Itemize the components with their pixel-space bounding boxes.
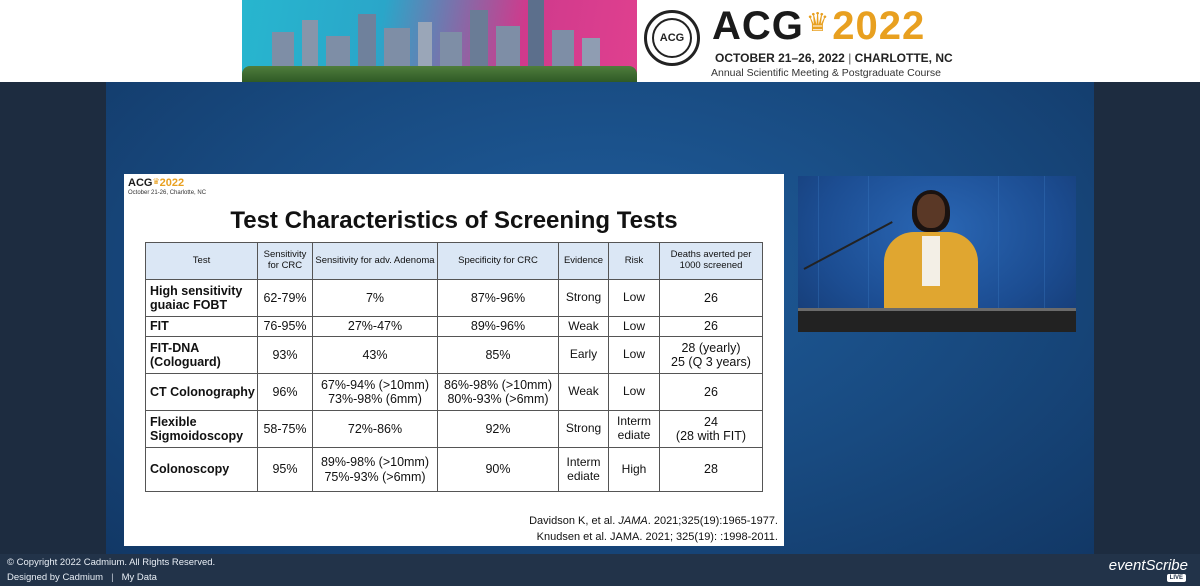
- column-header: Sensitivity for CRC: [257, 242, 313, 280]
- citation-davidson: Davidson K, et al. JAMA. 2021;325(19):19…: [529, 515, 778, 527]
- deaths-averted-cell: 24 (28 with FIT): [659, 410, 763, 448]
- conference-dates: OCTOBER 21–26, 2022 | CHARLOTTE, NC: [715, 51, 953, 65]
- deaths-averted-cell: 26: [659, 279, 763, 317]
- speaker-video: [798, 176, 1076, 332]
- acg-banner: ACG ACG♛2022 OCTOBER 21–26, 2022 | CHARL…: [242, 0, 962, 82]
- sensitivity-adenoma-cell: 7%: [312, 279, 438, 317]
- table-row: FIT 76-95% 27%-47% 89%-96% Weak Low 26: [145, 316, 763, 337]
- test-name-cell: High sensitivity guaiac FOBT: [145, 279, 258, 317]
- acg-2022-logo: ACG♛2022: [712, 4, 926, 48]
- screening-tests-table: Test Sensitivity for CRC Sensitivity for…: [145, 242, 763, 492]
- evidence-cell: Interm ediate: [558, 447, 609, 492]
- live-badge: LIVE: [1166, 574, 1186, 582]
- test-name-cell: Flexible Sigmoidoscopy: [145, 410, 258, 448]
- risk-cell: High: [608, 447, 660, 492]
- evidence-cell: Strong: [558, 279, 609, 317]
- crown-icon: ♛: [805, 7, 831, 37]
- sensitivity-adenoma-cell: 43%: [312, 336, 438, 374]
- test-name-cell: FIT-DNA (Cologuard): [145, 336, 258, 374]
- slide-logo-subtitle: October 21-26, Charlotte, NC: [128, 190, 207, 196]
- page-footer: © Copyright 2022 Cadmium. All Rights Res…: [0, 554, 1200, 586]
- specificity-crc-cell: 86%-98% (>10mm) 80%-93% (>6mm): [437, 373, 559, 411]
- table-row: Colonoscopy 95% 89%-98% (>10mm) 75%-93% (…: [145, 447, 763, 492]
- specificity-crc-cell: 90%: [437, 447, 559, 492]
- table-row: High sensitivity guaiac FOBT 62-79% 7% 8…: [145, 279, 763, 317]
- column-header: Specificity for CRC: [437, 242, 559, 280]
- evidence-cell: Weak: [558, 373, 609, 411]
- acg-seal-icon: ACG: [644, 10, 700, 66]
- deaths-averted-cell: 28 (yearly) 25 (Q 3 years): [659, 336, 763, 374]
- evidence-cell: Weak: [558, 316, 609, 337]
- slide-acg-logo: ACG♛2022: [128, 177, 185, 189]
- evidence-cell: Early: [558, 336, 609, 374]
- risk-cell: Low: [608, 279, 660, 317]
- column-header: Deaths averted per 1000 screened: [659, 242, 763, 280]
- conference-header: ACG ACG♛2022 OCTOBER 21–26, 2022 | CHARL…: [0, 0, 1200, 82]
- deaths-averted-cell: 26: [659, 373, 763, 411]
- specificity-crc-cell: 85%: [437, 336, 559, 374]
- sensitivity-crc-cell: 76-95%: [257, 316, 313, 337]
- test-name-cell: CT Colonography: [145, 373, 258, 411]
- sensitivity-adenoma-cell: 72%-86%: [312, 410, 438, 448]
- slide-crown-icon: ♛: [152, 177, 160, 186]
- specificity-crc-cell: 87%-96%: [437, 279, 559, 317]
- presentation-slide: ACG♛2022 October 21-26, Charlotte, NC Te…: [124, 174, 784, 546]
- specificity-crc-cell: 92%: [437, 410, 559, 448]
- sensitivity-crc-cell: 95%: [257, 447, 313, 492]
- charlotte-skyline-image: [242, 0, 637, 82]
- specificity-crc-cell: 89%-96%: [437, 316, 559, 337]
- sensitivity-crc-cell: 62-79%: [257, 279, 313, 317]
- footer-links: Designed by Cadmium | My Data: [7, 572, 157, 583]
- sensitivity-adenoma-cell: 67%-94% (>10mm) 73%-98% (6mm): [312, 373, 438, 411]
- eventscribe-logo: eventScribe: [1108, 557, 1188, 574]
- column-header: Sensitivity for adv. Adenoma: [312, 242, 438, 280]
- meeting-subtitle: Annual Scientific Meeting & Postgraduate…: [711, 67, 941, 79]
- sensitivity-adenoma-cell: 27%-47%: [312, 316, 438, 337]
- evidence-cell: Strong: [558, 410, 609, 448]
- risk-cell: Low: [608, 336, 660, 374]
- podium: [798, 308, 1076, 332]
- column-header: Evidence: [558, 242, 609, 280]
- sensitivity-crc-cell: 93%: [257, 336, 313, 374]
- citation-knudsen: Knudsen et al. JAMA. 2021; 325(19): :199…: [536, 531, 778, 543]
- deaths-averted-cell: 28: [659, 447, 763, 492]
- table-row: FIT-DNA (Cologuard) 93% 43% 85% Early Lo…: [145, 336, 763, 374]
- test-name-cell: Colonoscopy: [145, 447, 258, 492]
- designed-by-link[interactable]: Designed by Cadmium: [7, 572, 104, 583]
- my-data-link[interactable]: My Data: [121, 572, 157, 583]
- sensitivity-adenoma-cell: 89%-98% (>10mm) 75%-93% (>6mm): [312, 447, 438, 492]
- column-header: Test: [145, 242, 258, 280]
- column-header: Risk: [608, 242, 660, 280]
- test-name-cell: FIT: [145, 316, 258, 337]
- risk-cell: Low: [608, 373, 660, 411]
- risk-cell: Low: [608, 316, 660, 337]
- slide-title: Test Characteristics of Screening Tests: [230, 207, 678, 234]
- table-row: Flexible Sigmoidoscopy 58-75% 72%-86% 92…: [145, 410, 763, 448]
- sensitivity-crc-cell: 58-75%: [257, 410, 313, 448]
- copyright-text: © Copyright 2022 Cadmium. All Rights Res…: [7, 557, 216, 568]
- table-row: CT Colonography 96% 67%-94% (>10mm) 73%-9…: [145, 373, 763, 411]
- deaths-averted-cell: 26: [659, 316, 763, 337]
- sensitivity-crc-cell: 96%: [257, 373, 313, 411]
- conference-location: CHARLOTTE, NC: [854, 51, 953, 65]
- table-header-row: Test Sensitivity for CRC Sensitivity for…: [145, 242, 763, 280]
- risk-cell: Interm ediate: [608, 410, 660, 448]
